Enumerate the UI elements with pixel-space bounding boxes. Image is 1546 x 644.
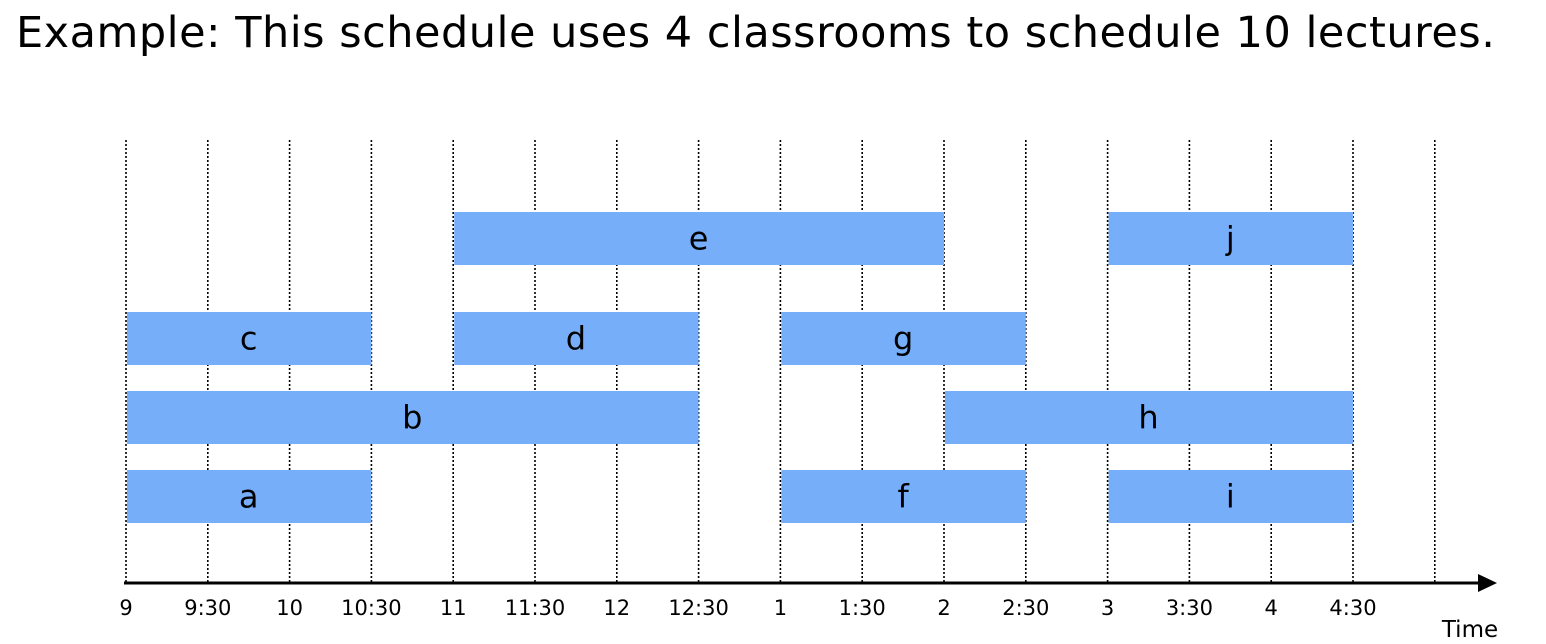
tick-label: 9: [119, 596, 132, 620]
x-axis-title: Time: [1441, 617, 1498, 643]
lecture-d: d: [454, 312, 699, 365]
time-axis: 9 9:30 10 10:30 11 11:30 12 12:30 1 1:30 2 2:30 3 3:3…: [119, 574, 1498, 643]
lecture-b: b: [127, 391, 699, 444]
tick-label: 10: [276, 596, 303, 620]
tick-label: 9:30: [184, 596, 231, 620]
lecture-bar: [781, 312, 1026, 365]
lecture-g: g: [781, 312, 1026, 365]
tick-label: 10:30: [341, 596, 402, 620]
arrow-icon: [1478, 574, 1497, 592]
tick-label: 4:30: [1329, 596, 1376, 620]
tick-label: 12:30: [668, 596, 729, 620]
lecture-j: j: [1108, 212, 1353, 265]
lecture-c: c: [127, 312, 372, 365]
tick-label: 1: [774, 596, 787, 620]
lecture-h: h: [945, 391, 1353, 444]
tick-label: 3: [1101, 596, 1114, 620]
lecture-e: e: [454, 212, 944, 265]
lecture-i: i: [1108, 470, 1353, 523]
lecture-bar: [1108, 212, 1353, 265]
lecture-label: a: [239, 478, 259, 516]
lecture-label: i: [1226, 478, 1235, 516]
lecture-bar: [127, 312, 372, 365]
page-title: Example: This schedule uses 4 classrooms…: [16, 8, 1496, 58]
tick-label: 3:30: [1166, 596, 1213, 620]
lecture-bar: [1108, 470, 1353, 523]
tick-label: 2: [937, 596, 950, 620]
lecture-label: h: [1138, 399, 1158, 437]
lecture-label: g: [893, 320, 913, 358]
tick-label: 12: [603, 596, 630, 620]
lecture-label: c: [240, 320, 258, 358]
lecture-label: b: [402, 399, 422, 437]
lecture-bars: a b c d e f g h i j: [127, 212, 1353, 523]
tick-label: 2:30: [1002, 596, 1049, 620]
tick-label: 11: [440, 596, 467, 620]
lecture-bar: [454, 312, 699, 365]
lecture-bar: [127, 470, 372, 523]
tick-label: 11:30: [505, 596, 566, 620]
tick-label: 1:30: [839, 596, 886, 620]
tick-label: 4: [1265, 596, 1278, 620]
lecture-bar: [945, 391, 1353, 444]
lecture-label: d: [566, 320, 586, 358]
lecture-bar: [781, 470, 1026, 523]
lecture-label: e: [689, 220, 709, 258]
lecture-label: j: [1225, 220, 1235, 258]
lecture-bar: [127, 391, 699, 444]
lecture-label: f: [897, 478, 909, 516]
lecture-a: a: [127, 470, 372, 523]
lecture-bar: [454, 212, 944, 265]
lecture-f: f: [781, 470, 1026, 523]
